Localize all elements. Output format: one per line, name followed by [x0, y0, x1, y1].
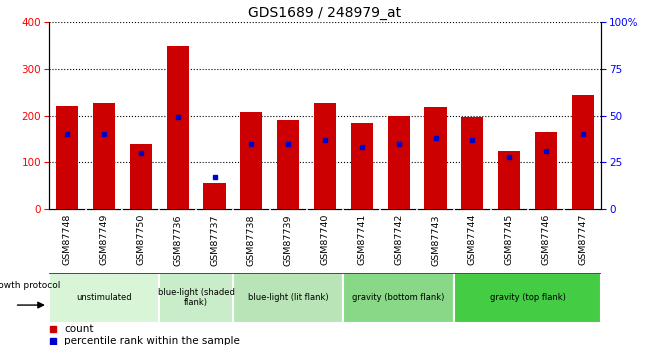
Bar — [343, 273, 454, 323]
Text: unstimulated: unstimulated — [76, 293, 132, 302]
Text: percentile rank within the sample: percentile rank within the sample — [64, 336, 240, 345]
Bar — [454, 273, 601, 323]
Text: GSM87747: GSM87747 — [578, 214, 588, 265]
Text: count: count — [64, 324, 94, 334]
Bar — [159, 273, 233, 323]
Bar — [49, 273, 159, 323]
Bar — [166, 46, 188, 209]
Bar — [277, 120, 299, 209]
Text: GSM87745: GSM87745 — [504, 214, 514, 265]
Text: GSM87744: GSM87744 — [468, 214, 477, 265]
Title: GDS1689 / 248979_at: GDS1689 / 248979_at — [248, 6, 402, 20]
Bar — [572, 95, 594, 209]
Text: GSM87743: GSM87743 — [431, 214, 440, 266]
Text: gravity (bottom flank): gravity (bottom flank) — [352, 293, 445, 302]
Bar — [314, 102, 336, 209]
Text: blue-light (shaded
flank): blue-light (shaded flank) — [158, 288, 235, 307]
Text: GSM87741: GSM87741 — [358, 214, 367, 265]
Bar — [424, 107, 447, 209]
Text: gravity (top flank): gravity (top flank) — [489, 293, 566, 302]
Bar — [387, 116, 410, 209]
Bar — [233, 273, 343, 323]
Text: GSM87736: GSM87736 — [173, 214, 182, 266]
Text: growth protocol: growth protocol — [0, 280, 60, 289]
Text: GSM87749: GSM87749 — [99, 214, 109, 265]
Bar — [203, 183, 226, 209]
Bar — [240, 112, 263, 209]
Bar — [130, 144, 152, 209]
Bar — [93, 102, 115, 209]
Text: GSM87750: GSM87750 — [136, 214, 146, 265]
Bar — [351, 122, 373, 209]
Text: GSM87742: GSM87742 — [394, 214, 403, 265]
Text: GSM87740: GSM87740 — [320, 214, 330, 265]
Text: blue-light (lit flank): blue-light (lit flank) — [248, 293, 328, 302]
Text: GSM87738: GSM87738 — [247, 214, 256, 266]
Bar — [498, 150, 520, 209]
Text: GSM87737: GSM87737 — [210, 214, 219, 266]
Text: GSM87739: GSM87739 — [283, 214, 292, 266]
Bar — [56, 106, 78, 209]
Bar — [462, 117, 484, 209]
Text: GSM87748: GSM87748 — [62, 214, 72, 265]
Bar — [535, 132, 557, 209]
Text: GSM87746: GSM87746 — [541, 214, 551, 265]
